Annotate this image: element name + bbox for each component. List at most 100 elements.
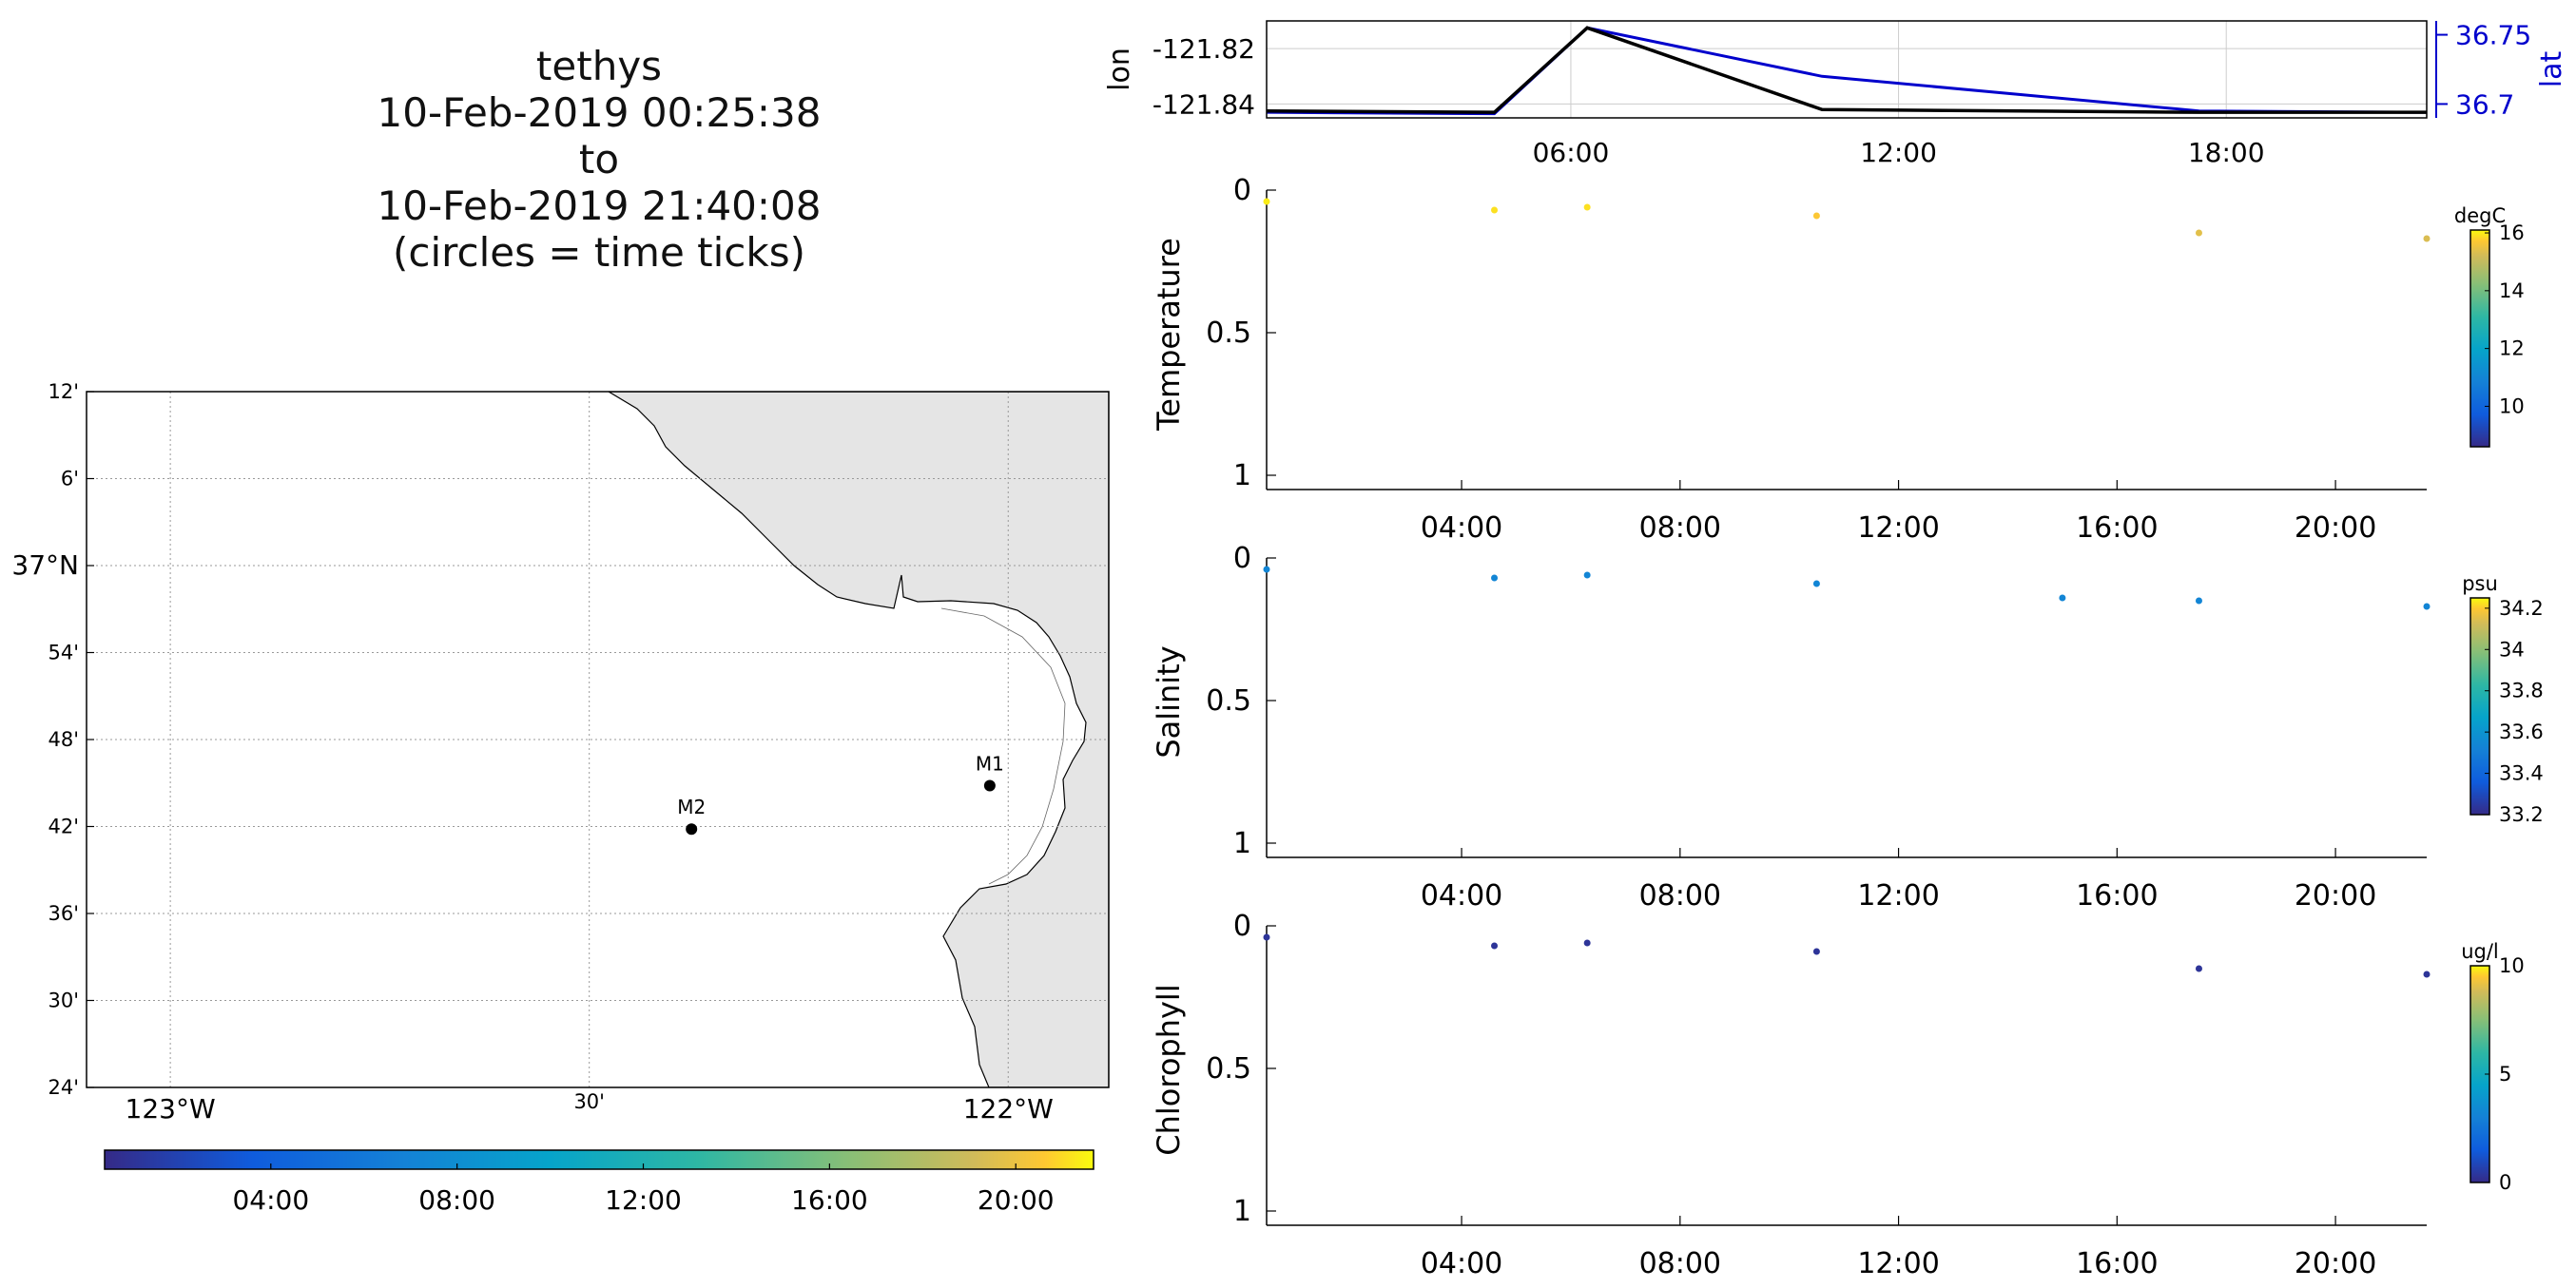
time-colorbar-tick-label: 08:00 — [418, 1184, 495, 1216]
map-lat-tick-label: 24' — [48, 1076, 80, 1099]
panel-colorbar-tick-label: 33.4 — [2499, 762, 2544, 785]
panel-colorbar-tick-label: 0 — [2499, 1171, 2511, 1194]
lat-tick-label: 36.7 — [2455, 88, 2514, 120]
map-lat-tick-label: 48' — [48, 728, 80, 751]
panel-colorbar-tick-label: 34 — [2499, 638, 2525, 661]
track-time-marker — [1130, 841, 1143, 855]
panel-y-tick-label: 0 — [1233, 910, 1251, 943]
map-lat-tick-label: 42' — [48, 816, 80, 838]
map-lon-tick-label: 122°W — [963, 1093, 1054, 1125]
mooring-label: M2 — [677, 796, 706, 818]
time-colorbar-tick-label: 04:00 — [232, 1184, 309, 1216]
data-point — [2423, 603, 2431, 610]
panel-colorbar-tick-label: 5 — [2499, 1063, 2511, 1086]
title-end-time: 10-Feb-2019 21:40:08 — [377, 183, 822, 229]
data-point — [1583, 939, 1591, 947]
time-colorbar-tick-label: 16:00 — [791, 1184, 868, 1216]
panel-x-tick-label: 16:00 — [2076, 1247, 2158, 1280]
time-colorbar-tick-label: 12:00 — [605, 1184, 682, 1216]
data-point — [2059, 594, 2066, 602]
map-grid — [87, 392, 1109, 1087]
panel-colorbar-tick-label: 14 — [2499, 279, 2525, 302]
panel-y-axis-label: Chlorophyll — [1151, 984, 1187, 1155]
data-point — [2195, 965, 2202, 972]
panel-y-tick-label: 1 — [1233, 827, 1251, 860]
lon-tick-label: -121.82 — [1152, 33, 1255, 65]
time-colorbar — [104, 1149, 1094, 1170]
panel-x-tick-label: 04:00 — [1421, 1247, 1502, 1280]
title-vehicle: tethys — [535, 43, 663, 89]
track-time-marker — [1161, 780, 1174, 794]
map-lon-tick-label: 123°W — [126, 1093, 216, 1125]
panel-x-tick-label: 04:00 — [1421, 879, 1502, 913]
data-point — [2423, 971, 2431, 978]
data-point — [1491, 942, 1499, 950]
map-lat-tick-label: 54' — [48, 642, 80, 664]
lon-series-line — [1266, 26, 2427, 114]
panel-x-tick-label: 04:00 — [1421, 511, 1502, 545]
panel-colorbar — [2469, 229, 2490, 448]
salinity-plot: 0 0.5 1 04:00 08:00 12:00 16:00 20:00 Salinity ps… — [1151, 542, 2544, 913]
data-point — [2195, 597, 2202, 605]
panel-colorbar-tick-label: 10 — [2499, 954, 2525, 977]
map-lat-tick-label: 36' — [48, 902, 80, 925]
panel-y-tick-label: 1 — [1233, 1195, 1251, 1228]
time-colorbar-ticks: 04:00 08:00 12:00 16:00 20:00 — [232, 1163, 1055, 1216]
map-lat-tick-label: 30' — [48, 990, 80, 1012]
panel-colorbar-tick-label: 33.2 — [2499, 803, 2544, 826]
map-points: M2 M1 C1 — [677, 709, 1174, 855]
panel-y-axis-label: Salinity — [1151, 645, 1187, 758]
mooring-marker — [983, 779, 996, 792]
lonlat-x-tick-label: 06:00 — [1533, 137, 1610, 168]
map-lat-tick-label: 12' — [48, 380, 80, 403]
data-point — [1812, 948, 1820, 955]
panel-x-tick-label: 20:00 — [2295, 1247, 2376, 1280]
panel-colorbar — [2469, 597, 2490, 816]
track-map: M2 M1 C1 12' 6' 37°N 54' 48' 42' 36' 30' 24' 123°W 3… — [11, 380, 1174, 1216]
mooring-label: C1 — [1124, 709, 1150, 732]
panel-x-tick-label: 20:00 — [2295, 879, 2376, 913]
panel-y-tick-label: 0 — [1233, 542, 1251, 575]
panel-colorbar-unit: psu — [2462, 572, 2498, 595]
figure-title: tethys 10-Feb-2019 00:25:38 to 10-Feb-20… — [314, 43, 884, 276]
panel-y-axis-label: Temperature — [1151, 238, 1187, 432]
panel-x-tick-label: 16:00 — [2076, 511, 2158, 545]
data-point — [1812, 212, 1820, 220]
title-note: (circles = time ticks) — [393, 229, 805, 276]
lonlat-x-tick-label: 12:00 — [1860, 137, 1937, 168]
lon-tick-label: -121.84 — [1152, 88, 1255, 120]
coastline-inner — [940, 607, 1066, 885]
panel-y-tick-label: 1 — [1233, 459, 1251, 492]
map-lat-tick-label: 37°N — [11, 549, 79, 581]
data-point — [1263, 198, 1270, 205]
chlorophyll-plot: 0 0.5 1 04:00 08:00 12:00 16:00 20:00 Chlorophyl… — [1151, 910, 2525, 1280]
lonlat-plot-area — [1267, 21, 2427, 118]
data-point — [1583, 571, 1591, 579]
title-start-time: 10-Feb-2019 00:25:38 — [377, 89, 822, 136]
lonlat-x-tick-label: 18:00 — [2188, 137, 2265, 168]
panel-y-tick-label: 0.5 — [1206, 317, 1251, 350]
lat-axis-label: lat — [2535, 51, 2568, 88]
track-time-marker — [1132, 820, 1145, 834]
mooring-label: M1 — [976, 752, 1004, 775]
panel-x-tick-label: 16:00 — [2076, 879, 2158, 913]
data-point — [1263, 933, 1270, 941]
mooring-marker — [1131, 737, 1142, 748]
data-point — [1491, 574, 1499, 582]
time-colorbar-tick-label: 20:00 — [978, 1184, 1055, 1216]
panel-colorbar-tick-label: 16 — [2499, 221, 2525, 244]
panel-colorbar-tick-label: 33.8 — [2499, 680, 2544, 702]
data-point — [2195, 229, 2202, 237]
panel-colorbar-tick-label: 12 — [2499, 337, 2525, 360]
data-point — [1583, 203, 1591, 211]
panel-y-tick-label: 0.5 — [1206, 1052, 1251, 1086]
land-mass — [607, 392, 1109, 1087]
title-to: to — [578, 136, 620, 183]
mooring-marker — [686, 823, 698, 836]
data-point — [2423, 235, 2431, 242]
data-point — [1263, 566, 1270, 573]
panel-x-tick-label: 12:00 — [1857, 1247, 1939, 1280]
map-lat-tick-label: 6' — [61, 468, 79, 490]
panel-colorbar-tick-label: 10 — [2499, 394, 2525, 417]
